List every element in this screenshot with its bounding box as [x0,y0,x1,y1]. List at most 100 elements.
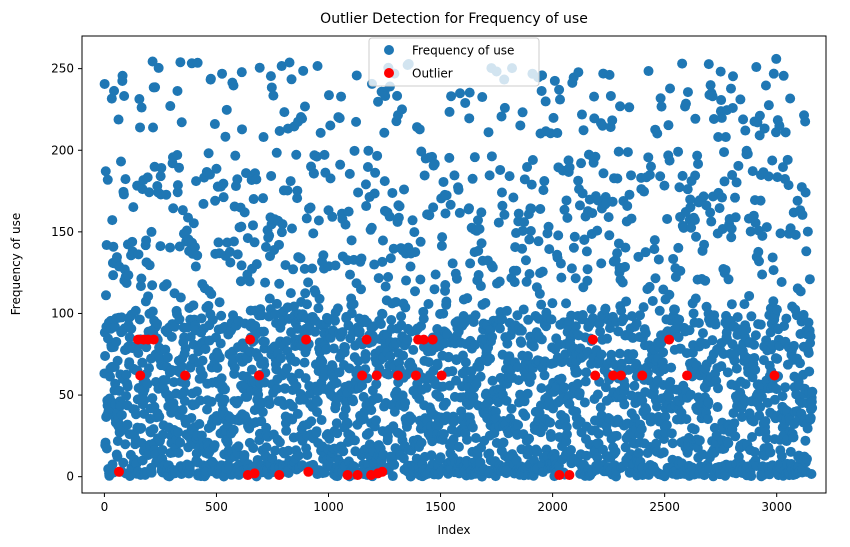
data-point [340,342,351,353]
data-point [219,394,230,405]
data-point [612,248,623,259]
data-point [172,187,183,198]
data-point [324,433,335,444]
data-point [529,455,540,466]
data-point [460,97,471,108]
data-point [135,281,146,292]
data-point [233,441,244,452]
data-point [470,339,481,350]
data-point [592,225,603,236]
data-point [800,435,811,446]
data-point [735,94,746,105]
data-point [574,387,585,398]
data-point [143,291,154,302]
data-point [647,295,658,306]
data-point [361,201,372,212]
outlier-point [427,334,438,345]
data-point [379,176,390,187]
data-point [805,331,816,342]
data-point [483,127,494,138]
data-point [136,422,147,433]
data-point [302,449,313,460]
data-point [522,350,533,361]
data-point [373,96,384,107]
data-point [769,394,780,405]
data-point [285,176,296,187]
outlier-point [361,334,372,345]
data-point [785,446,796,457]
data-point [330,260,341,271]
data-point [546,432,557,443]
data-point [101,443,112,454]
data-point [803,317,814,328]
data-point [783,180,794,191]
data-point [306,416,317,427]
data-point [740,379,751,390]
outlier-point [615,370,626,381]
data-point [120,174,131,185]
data-point [776,451,787,462]
data-point [217,68,228,79]
data-point [393,212,404,223]
data-point [141,235,152,246]
data-point [620,442,631,453]
data-point [120,439,131,450]
data-point [515,120,526,131]
data-point [438,308,449,319]
data-point [406,413,417,424]
data-point [147,393,158,404]
data-point [749,352,760,363]
data-point [726,232,737,243]
data-point [745,226,756,237]
data-point [706,216,717,227]
data-point [677,170,688,181]
data-point [715,66,726,77]
data-point [144,187,155,198]
data-point [592,389,603,400]
data-point [220,131,231,142]
data-point [196,313,207,324]
data-point [111,336,122,347]
data-point [496,111,507,122]
data-point [665,83,676,94]
data-point [253,389,264,400]
data-point [668,253,679,264]
data-point [449,170,460,181]
data-point [351,116,362,127]
data-point [470,433,481,444]
data-point [421,382,432,393]
data-point [691,231,702,242]
data-point [705,80,716,91]
data-point [722,367,733,378]
data-point [130,305,141,316]
data-point [582,275,593,286]
data-point [768,68,779,79]
data-point [750,217,761,228]
data-point [614,348,625,359]
data-point [577,309,588,320]
data-point [561,298,572,309]
series-outlier [113,334,780,481]
data-point [516,337,527,348]
data-point [437,232,448,243]
data-point [169,321,180,332]
data-point [730,212,741,223]
data-point [655,93,666,104]
data-point [461,434,472,445]
data-point [568,242,579,253]
data-point [547,298,558,309]
data-point [501,305,512,316]
data-point [506,403,517,414]
data-point [702,414,713,425]
data-point [524,433,535,444]
data-point [301,213,312,224]
data-point [444,152,455,163]
data-point [343,206,354,217]
data-point [688,308,699,319]
data-point [732,312,743,323]
data-point [250,320,261,331]
data-point [697,328,708,339]
data-point [517,243,528,254]
data-point [602,426,613,437]
outlier-point [371,370,382,381]
